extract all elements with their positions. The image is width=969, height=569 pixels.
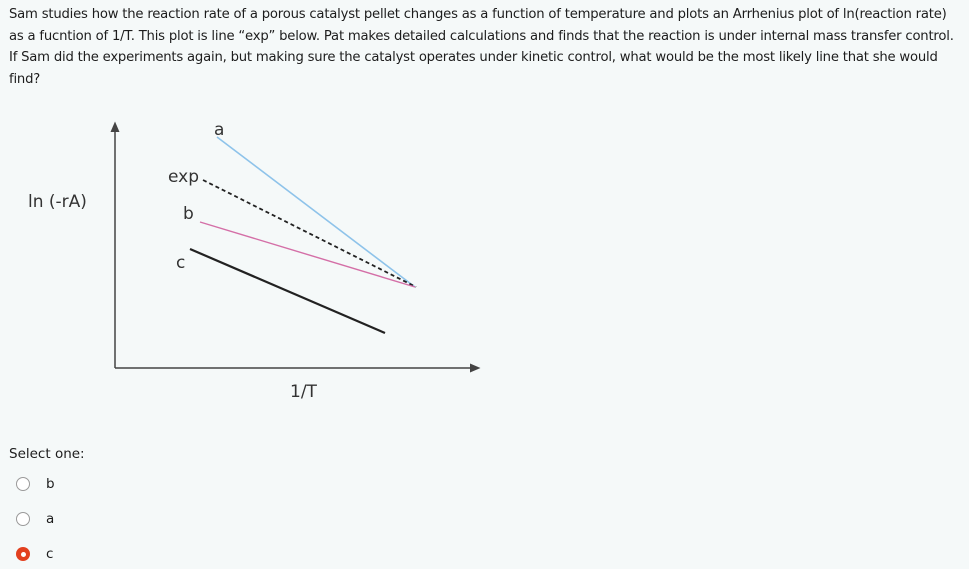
option-c[interactable]: c	[16, 546, 53, 562]
radio-button[interactable]	[16, 512, 30, 526]
line-c	[189, 247, 386, 335]
line-exp	[202, 179, 417, 288]
option-label: a	[46, 511, 55, 527]
radio-button[interactable]	[16, 477, 30, 491]
line-exp-label: exp	[168, 167, 199, 187]
y-axis-label: ln (-rA)	[28, 192, 87, 212]
line-b	[199, 221, 416, 288]
line-a-label: a	[214, 120, 224, 140]
line-a	[216, 136, 416, 288]
radio-button-selected[interactable]	[16, 547, 30, 561]
option-label: b	[46, 476, 55, 492]
line-c-label: c	[176, 253, 185, 273]
option-label: c	[46, 546, 54, 562]
x-axis-label: 1/T	[290, 382, 318, 402]
select-one-label: Select one:	[9, 446, 85, 462]
line-b-label: b	[183, 204, 194, 224]
arrhenius-diagram: ln (-rA) 1/T a exp b c	[28, 120, 481, 402]
option-b[interactable]: b	[16, 476, 55, 492]
option-a[interactable]: a	[16, 511, 54, 527]
question-text: Sam studies how the reaction rate of a p…	[9, 7, 954, 87]
